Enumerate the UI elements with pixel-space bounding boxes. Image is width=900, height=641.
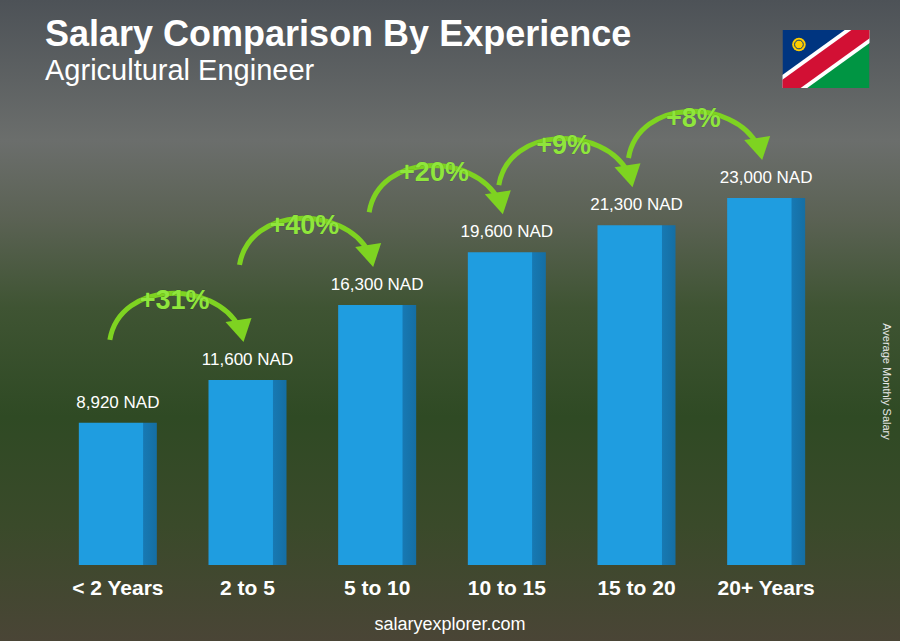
svg-text:11,600 NAD: 11,600 NAD bbox=[202, 350, 293, 369]
svg-text:23,000 NAD: 23,000 NAD bbox=[720, 168, 813, 187]
svg-text:< 2 Years: < 2 Years bbox=[72, 576, 163, 599]
svg-text:+9%: +9% bbox=[536, 130, 591, 160]
svg-text:+31%: +31% bbox=[140, 285, 210, 315]
svg-text:+8%: +8% bbox=[666, 103, 721, 133]
svg-text:15 to 20: 15 to 20 bbox=[597, 576, 675, 599]
svg-text:salaryexplorer.com: salaryexplorer.com bbox=[374, 614, 525, 634]
svg-text:Agricultural Engineer: Agricultural Engineer bbox=[45, 54, 315, 86]
svg-text:5 to 10: 5 to 10 bbox=[344, 576, 411, 599]
svg-text:+40%: +40% bbox=[269, 210, 339, 240]
svg-text:20+ Years: 20+ Years bbox=[718, 576, 815, 599]
svg-text:+20%: +20% bbox=[399, 157, 469, 187]
svg-text:2 to 5: 2 to 5 bbox=[220, 576, 275, 599]
svg-text:16,300 NAD: 16,300 NAD bbox=[331, 275, 424, 294]
svg-text:Average Monthly Salary: Average Monthly Salary bbox=[881, 323, 893, 440]
svg-text:10 to 15: 10 to 15 bbox=[468, 576, 547, 599]
svg-text:Salary Comparison By Experienc: Salary Comparison By Experience bbox=[45, 13, 631, 54]
svg-text:19,600 NAD: 19,600 NAD bbox=[461, 222, 554, 241]
svg-text:21,300 NAD: 21,300 NAD bbox=[590, 195, 683, 214]
svg-text:8,920 NAD: 8,920 NAD bbox=[76, 393, 159, 412]
